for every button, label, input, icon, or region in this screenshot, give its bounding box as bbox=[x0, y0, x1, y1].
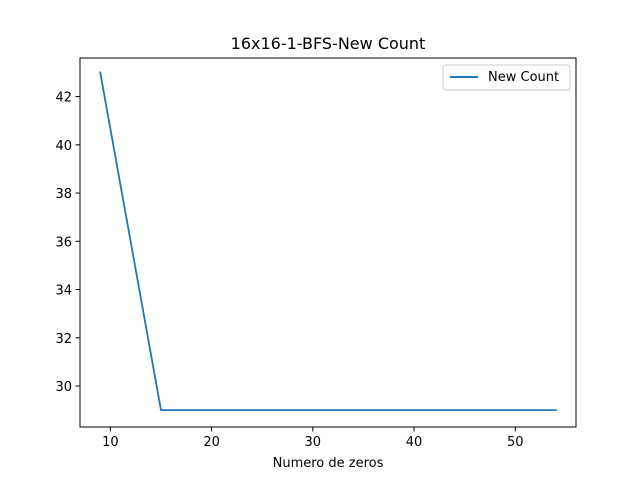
y-tick-label: 42 bbox=[55, 91, 72, 106]
plot-background bbox=[80, 58, 576, 427]
x-tick-label: 20 bbox=[203, 435, 220, 450]
series-line-new-count bbox=[99, 71, 557, 412]
x-axis-label: Numero de zeros bbox=[273, 456, 384, 471]
x-axis: 10 20 30 40 50 bbox=[102, 427, 524, 450]
y-tick-label: 32 bbox=[55, 332, 72, 347]
y-tick-label: 38 bbox=[55, 187, 72, 202]
y-tick-label: 40 bbox=[55, 139, 72, 154]
y-tick-label: 30 bbox=[55, 380, 72, 395]
chart-title: 16x16-1-BFS-New Count bbox=[231, 34, 426, 53]
series-layer bbox=[99, 71, 557, 412]
y-tick-label: 34 bbox=[55, 284, 72, 299]
legend-box bbox=[442, 64, 571, 91]
x-tick-label: 10 bbox=[102, 435, 119, 450]
x-tick-label: 50 bbox=[507, 435, 524, 450]
legend-label: New Count bbox=[488, 70, 559, 85]
plot-area: 10 20 30 40 50 30 32 34 36 38 40 42 bbox=[55, 57, 577, 450]
legend: New Count bbox=[442, 64, 571, 91]
x-tick-label: 40 bbox=[406, 435, 423, 450]
y-tick-label: 36 bbox=[55, 235, 72, 250]
y-axis: 30 32 34 36 38 40 42 bbox=[55, 91, 80, 395]
x-tick-label: 30 bbox=[305, 435, 322, 450]
plot-frame bbox=[79, 57, 577, 428]
